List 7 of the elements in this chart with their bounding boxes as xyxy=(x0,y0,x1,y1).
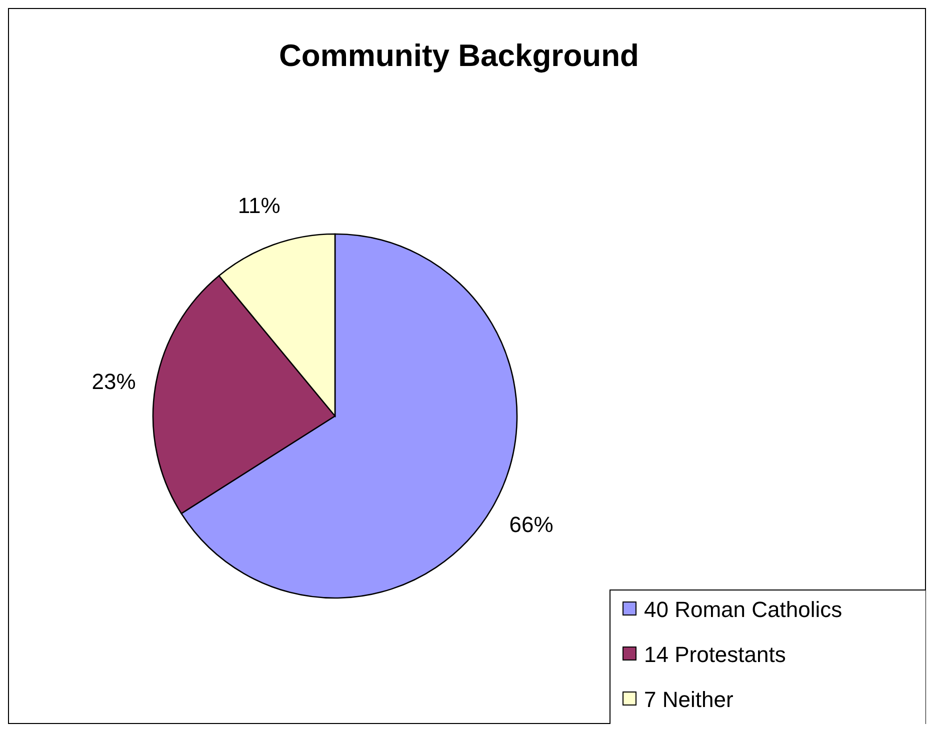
legend-label: 7 Neither xyxy=(644,687,734,712)
legend-label: 14 Protestants xyxy=(644,642,786,667)
legend-label: 40 Roman Catholics xyxy=(644,597,842,622)
data-label: 11% xyxy=(238,193,280,218)
data-label: 23% xyxy=(92,368,136,394)
data-label: 66% xyxy=(509,512,554,537)
chart-title: Community Background xyxy=(279,38,639,73)
